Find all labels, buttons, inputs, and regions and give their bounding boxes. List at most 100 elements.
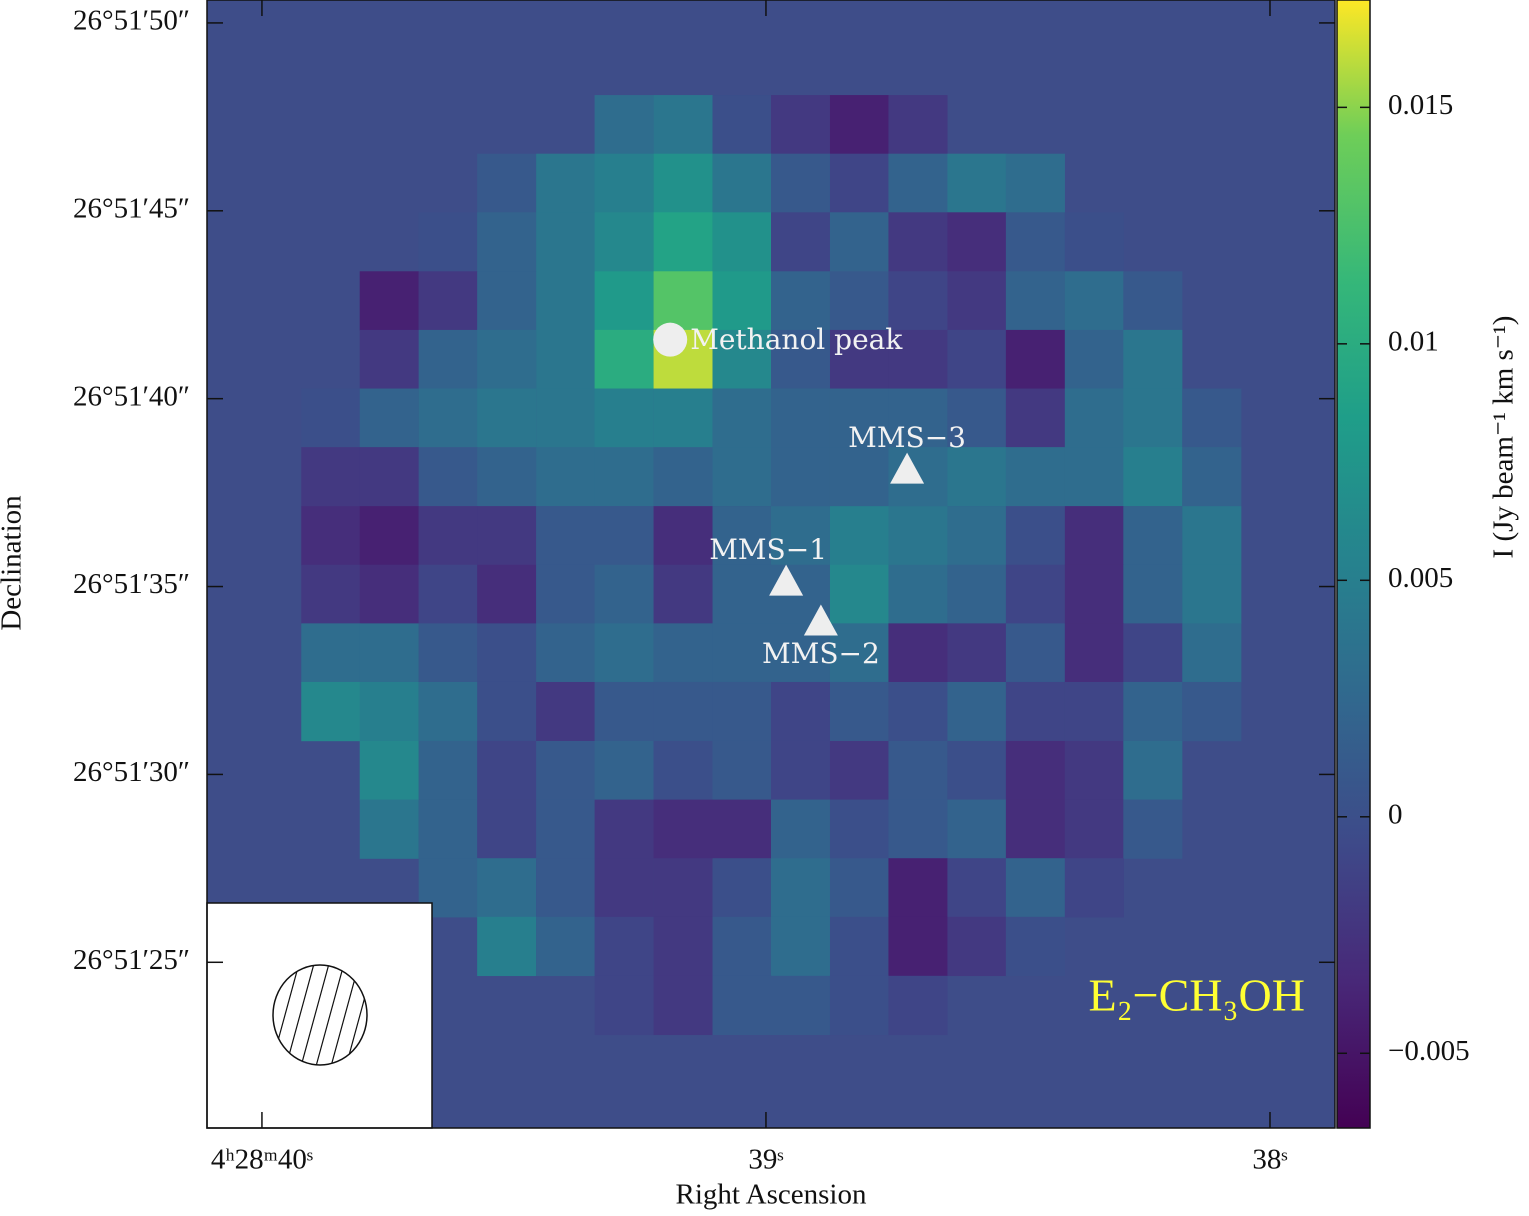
heatmap-cell <box>536 916 596 977</box>
heatmap-cell <box>947 388 1007 448</box>
heatmap-cell <box>947 623 1007 683</box>
heatmap-cell <box>477 681 537 742</box>
y-tick-label: 26°51′45″ <box>73 192 190 224</box>
colorbar-title: I (Jy beam⁻¹ km s⁻¹) <box>1488 316 1520 559</box>
source-marker <box>803 604 838 636</box>
colorbar-tick-label: −0.005 <box>1388 1035 1470 1067</box>
colorbar-gradient <box>1337 0 1370 1128</box>
heatmap-cell <box>653 916 713 977</box>
heatmap-cell <box>301 388 361 448</box>
source-label: MMS−2 <box>762 637 880 670</box>
heatmap-cell <box>947 212 1007 272</box>
heatmap-cell <box>359 681 419 742</box>
heatmap-cell <box>418 564 478 624</box>
heatmap-cell <box>536 212 596 272</box>
heatmap-cell <box>653 858 713 918</box>
heatmap-cell <box>1123 506 1183 566</box>
heatmap-cell <box>477 271 537 331</box>
heatmap-cell <box>1005 740 1065 801</box>
colorbar-tick-label: 0.005 <box>1388 562 1453 594</box>
heatmap-cell <box>1182 564 1242 624</box>
heatmap-cell <box>653 740 713 801</box>
heatmap-cell <box>1182 506 1242 566</box>
heatmap-cell <box>1123 799 1183 859</box>
heatmap-cell <box>771 506 831 566</box>
heatmap-cell <box>947 799 1007 859</box>
heatmap-cell <box>594 975 654 1036</box>
heatmap-cell <box>653 975 713 1036</box>
heatmap-cell <box>888 799 948 859</box>
heatmap-cell <box>536 623 596 683</box>
heatmap-cell <box>1005 681 1065 742</box>
heatmap-cell <box>829 329 890 390</box>
heatmap-cell <box>712 271 772 331</box>
heatmap-cell <box>594 388 654 448</box>
heatmap-cell <box>536 329 596 390</box>
heatmap-cell <box>712 388 772 448</box>
heatmap-cell <box>888 506 948 566</box>
heatmap-cell <box>712 916 772 977</box>
heatmap-cell <box>301 681 361 742</box>
heatmap-cell <box>771 212 831 272</box>
heatmap-cell <box>359 799 419 859</box>
heatmap-cell <box>301 623 361 683</box>
heatmap-cell <box>653 271 713 331</box>
heatmap-cell <box>594 858 654 918</box>
heatmap-cell <box>477 799 537 859</box>
heatmap-cell <box>1064 740 1124 801</box>
heatmap-cell <box>771 388 831 448</box>
y-axis-title: Declination <box>0 495 28 631</box>
heatmap-cell <box>1123 740 1183 801</box>
heatmap-cell <box>947 858 1007 918</box>
heatmap-cell <box>1005 271 1065 331</box>
heatmap-cell <box>712 681 772 742</box>
colorbar-tick-label: 0 <box>1388 798 1403 830</box>
heatmap-cell <box>712 212 772 272</box>
x-tick-label: 4ʰ28ᵐ40ˢ <box>211 1144 313 1176</box>
heatmap-cell <box>359 740 419 801</box>
heatmap-cell <box>888 916 948 977</box>
heatmap-cell <box>1064 799 1124 859</box>
heatmap-cell <box>1064 329 1124 390</box>
heatmap-cell <box>771 740 831 801</box>
heatmap-cell <box>477 916 537 977</box>
heatmap-cell <box>1005 153 1065 213</box>
heatmap-cell <box>418 681 478 742</box>
heatmap-cell <box>771 858 831 918</box>
heatmap-cell <box>477 506 537 566</box>
heatmap-cell <box>594 506 654 566</box>
heatmap-cell <box>594 447 654 507</box>
y-tick-label: 26°51′40″ <box>73 380 190 412</box>
heatmap-cell <box>1182 447 1242 507</box>
heatmap-cell <box>1064 858 1124 918</box>
colorbar-frame <box>1336 0 1371 1129</box>
heatmap-cell <box>947 564 1007 624</box>
heatmap-cell <box>888 623 948 683</box>
heatmap-cell <box>712 447 772 507</box>
heatmap-cell <box>829 681 890 742</box>
heatmap-cell <box>771 271 831 331</box>
heatmap-cell <box>888 858 948 918</box>
heatmap-cell <box>1064 447 1124 507</box>
heatmap-cell <box>829 506 890 566</box>
heatmap-cell <box>1123 564 1183 624</box>
heatmap-cell <box>947 506 1007 566</box>
heatmap-cell <box>888 212 948 272</box>
heatmap-cell <box>771 95 831 155</box>
heatmap-cell <box>1005 506 1065 566</box>
heatmap-cell <box>653 212 713 272</box>
heatmap-cell <box>1005 623 1065 683</box>
heatmap-cell <box>829 95 890 155</box>
heatmap-cell <box>888 388 948 448</box>
heatmap-cell <box>1005 858 1065 918</box>
heatmap-cell <box>359 623 419 683</box>
heatmap-cell <box>418 799 478 859</box>
heatmap-cell <box>771 447 831 507</box>
heatmap-cell <box>653 95 713 155</box>
plot-frame <box>206 0 1336 1129</box>
heatmap-cell <box>888 271 948 331</box>
heatmap-cell <box>888 329 948 390</box>
heatmap-cell <box>653 388 713 448</box>
heatmap-cell <box>712 740 772 801</box>
heatmap-cell <box>301 447 361 507</box>
